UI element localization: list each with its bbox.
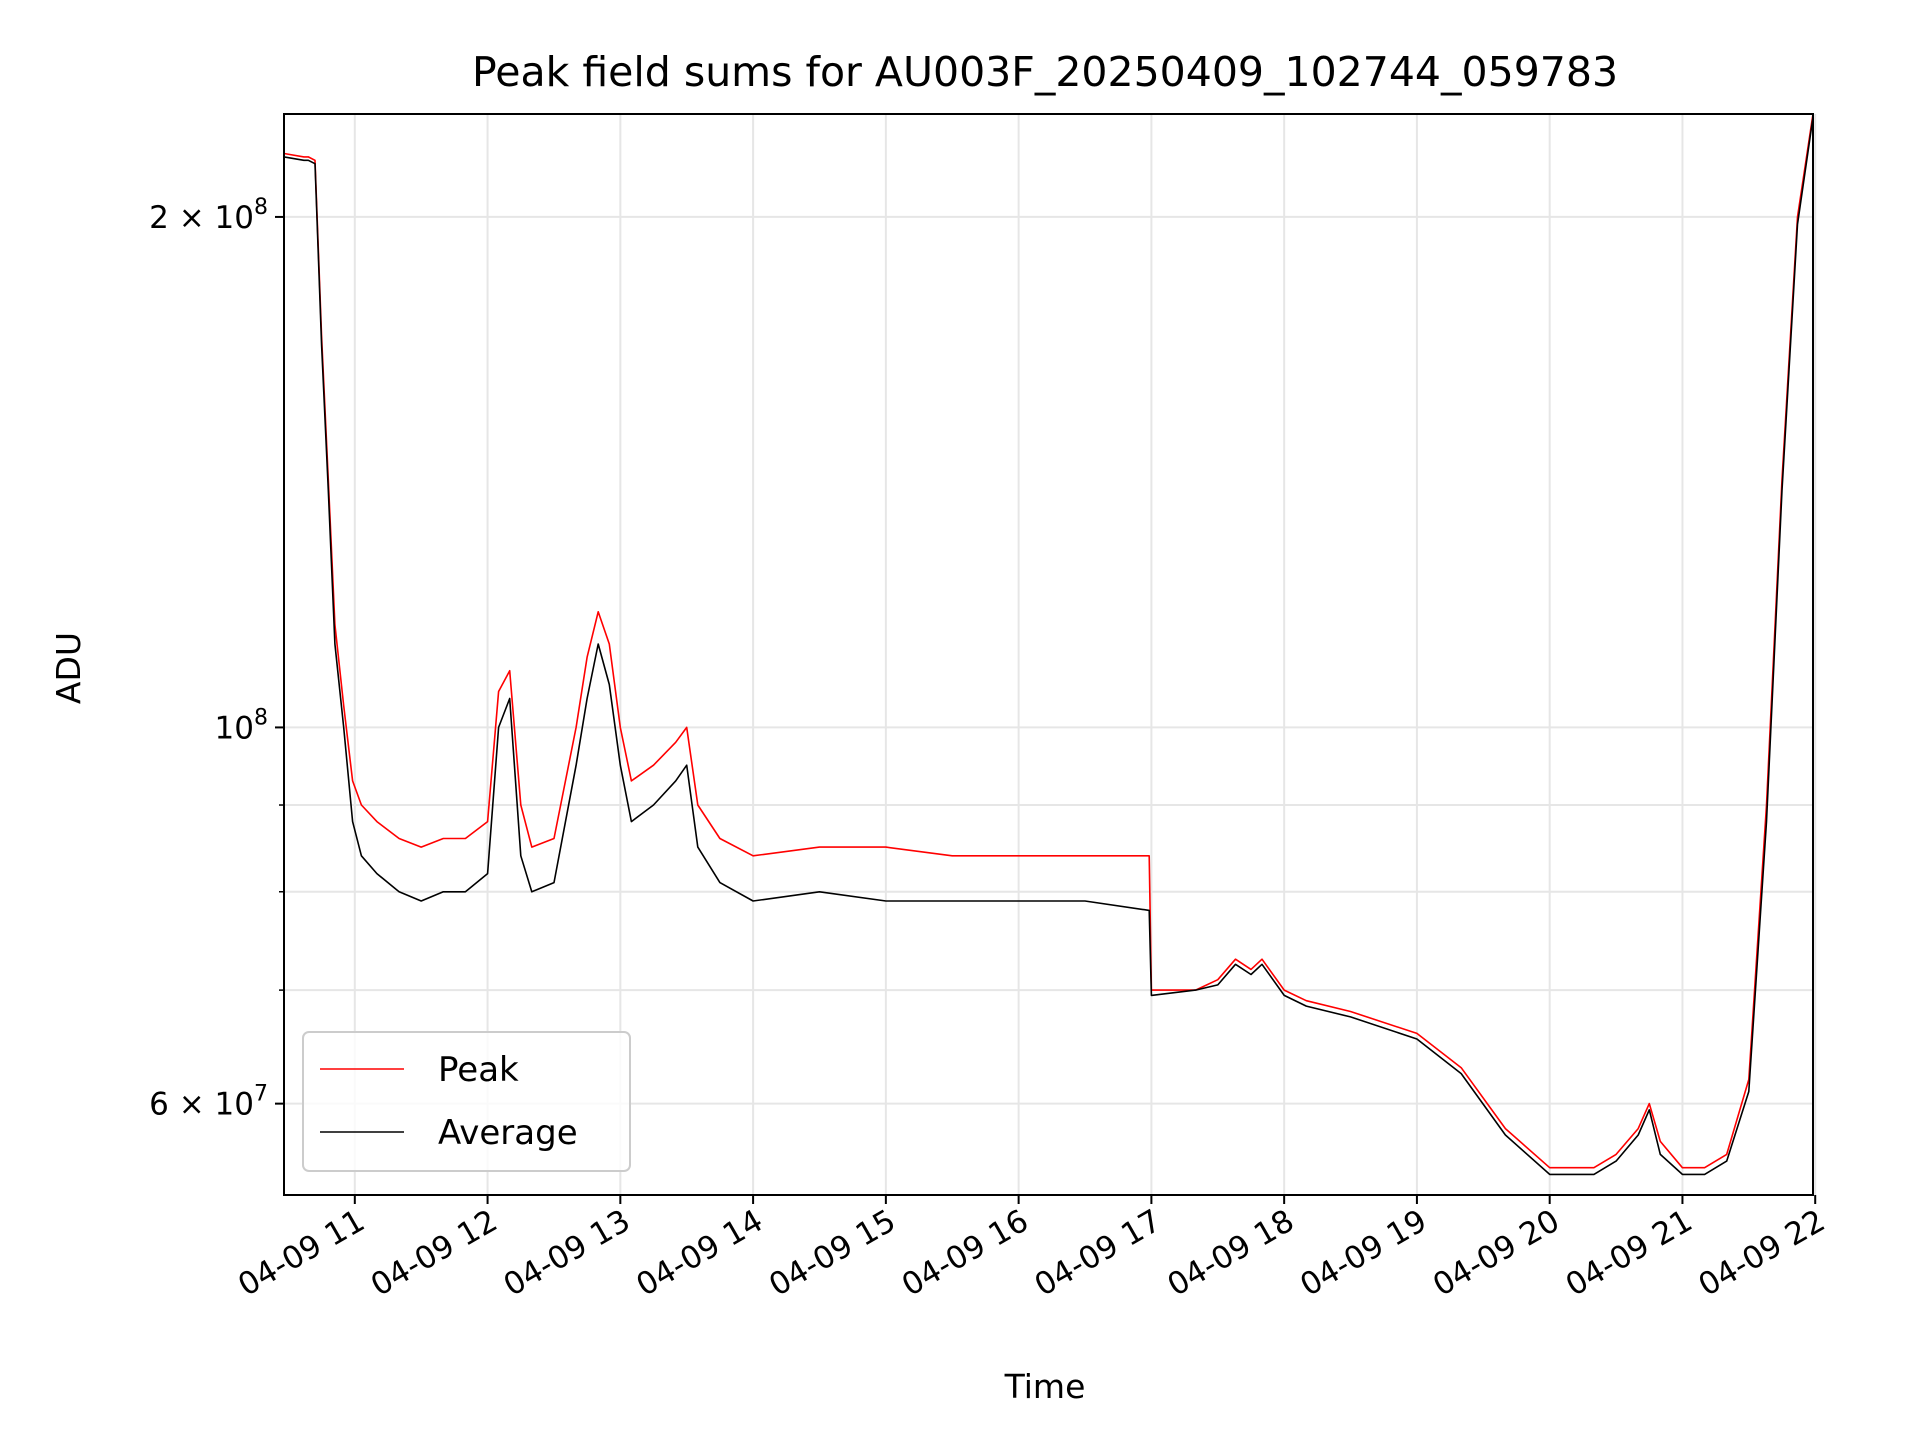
grid-lines xyxy=(284,114,1817,1195)
x-tick-label: 04-09 19 xyxy=(1294,1203,1433,1304)
x-tick-label: 04-09 14 xyxy=(630,1203,769,1304)
x-tick-label: 04-09 17 xyxy=(1029,1203,1168,1304)
series-layer xyxy=(284,114,1813,1176)
x-tick-label: 04-09 21 xyxy=(1560,1203,1699,1304)
x-tick-label: 04-09 16 xyxy=(896,1203,1035,1304)
plot-area xyxy=(283,113,1814,1196)
y-tick-label: 2 × 108 xyxy=(149,195,268,236)
x-tick-label: 04-09 15 xyxy=(763,1203,902,1304)
y-axis-title: ADU xyxy=(49,632,88,704)
x-axis-title: Time xyxy=(1004,1367,1086,1406)
chart-title: Peak field sums for AU003F_20250409_1027… xyxy=(472,48,1618,96)
x-tick-label: 04-09 11 xyxy=(232,1203,371,1304)
series-line-peak xyxy=(284,114,1813,1169)
series-line-average xyxy=(284,117,1813,1176)
legend-label-peak: Peak xyxy=(438,1050,519,1090)
legend-frame xyxy=(302,1031,631,1172)
y-tick-label: 6 × 107 xyxy=(149,1082,268,1123)
legend: Peak Average xyxy=(302,1031,631,1172)
x-tick-label: 04-09 18 xyxy=(1161,1203,1300,1304)
x-tick-label: 04-09 20 xyxy=(1427,1203,1566,1304)
x-tick-label: 04-09 13 xyxy=(498,1203,637,1304)
legend-label-average: Average xyxy=(438,1113,578,1153)
y-tick-label: 108 xyxy=(215,705,268,746)
x-tick-label: 04-09 12 xyxy=(365,1203,504,1304)
y-axis: 6 × 107 108 2 × 108 xyxy=(149,195,284,1123)
x-tick-label: 04-09 22 xyxy=(1692,1203,1831,1304)
